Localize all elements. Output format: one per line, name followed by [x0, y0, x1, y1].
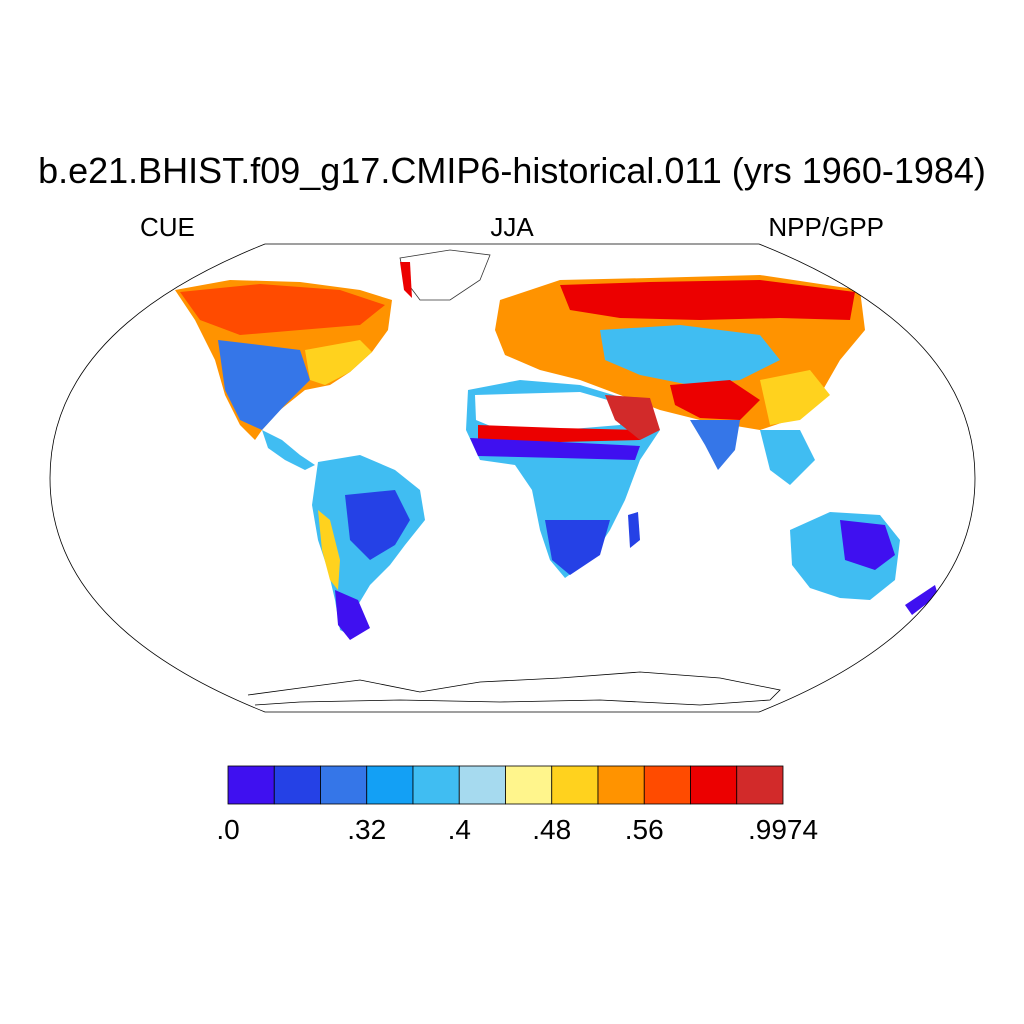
siberia-north — [560, 280, 855, 320]
new-zealand — [905, 585, 938, 615]
southeast-asia — [760, 430, 815, 485]
north-america-north — [180, 284, 385, 335]
colorbar-label: .56 — [624, 814, 664, 845]
globe-outline — [49, 243, 976, 713]
colorbar-box — [412, 765, 460, 805]
colorbar-label: .0 — [216, 814, 240, 845]
madagascar — [628, 512, 640, 548]
greenland-edge — [400, 262, 412, 298]
tibet-red — [670, 380, 760, 420]
colorbar-box — [736, 765, 784, 805]
colorbar-box — [227, 765, 275, 805]
colorbar-box — [320, 765, 368, 805]
southern-africa — [545, 520, 610, 575]
sahel-red — [478, 425, 640, 442]
india — [690, 420, 740, 470]
antarctica-outline — [247, 671, 781, 706]
colorbar-box — [273, 765, 321, 805]
central-america-land — [262, 430, 315, 470]
colorbar-label: .4 — [447, 814, 471, 845]
sahara-white — [475, 392, 625, 430]
sahel-blue — [470, 438, 640, 460]
colorbar-label: .9974 — [747, 814, 819, 845]
colorbar-label: .48 — [532, 814, 572, 845]
patagonia — [335, 590, 370, 640]
colorbar-box — [690, 765, 738, 805]
east-asia-yellow — [760, 370, 830, 425]
central-asia-blue — [600, 325, 780, 385]
colorbar — [227, 765, 784, 805]
land-fields — [175, 249, 938, 640]
greenland — [399, 249, 491, 301]
australia-interior — [840, 520, 895, 570]
colorbar-label: .32 — [347, 814, 387, 845]
plot-title: b.e21.BHIST.f09_g17.CMIP6-historical.011… — [38, 150, 986, 191]
colorbar-box — [458, 765, 506, 805]
colorbar-box — [551, 765, 599, 805]
colorbar-box — [597, 765, 645, 805]
right-string: NPP/GPP — [768, 212, 884, 242]
colorbar-box — [366, 765, 414, 805]
south-america-interior — [345, 490, 410, 560]
andes-band — [318, 510, 340, 590]
colorbar-box — [505, 765, 553, 805]
north-america-east — [305, 340, 372, 385]
center-string: JJA — [490, 212, 534, 242]
colorbar-box — [643, 765, 691, 805]
left-string: CUE — [140, 212, 195, 242]
north-america-west — [218, 340, 310, 430]
arabia-red — [605, 395, 660, 440]
